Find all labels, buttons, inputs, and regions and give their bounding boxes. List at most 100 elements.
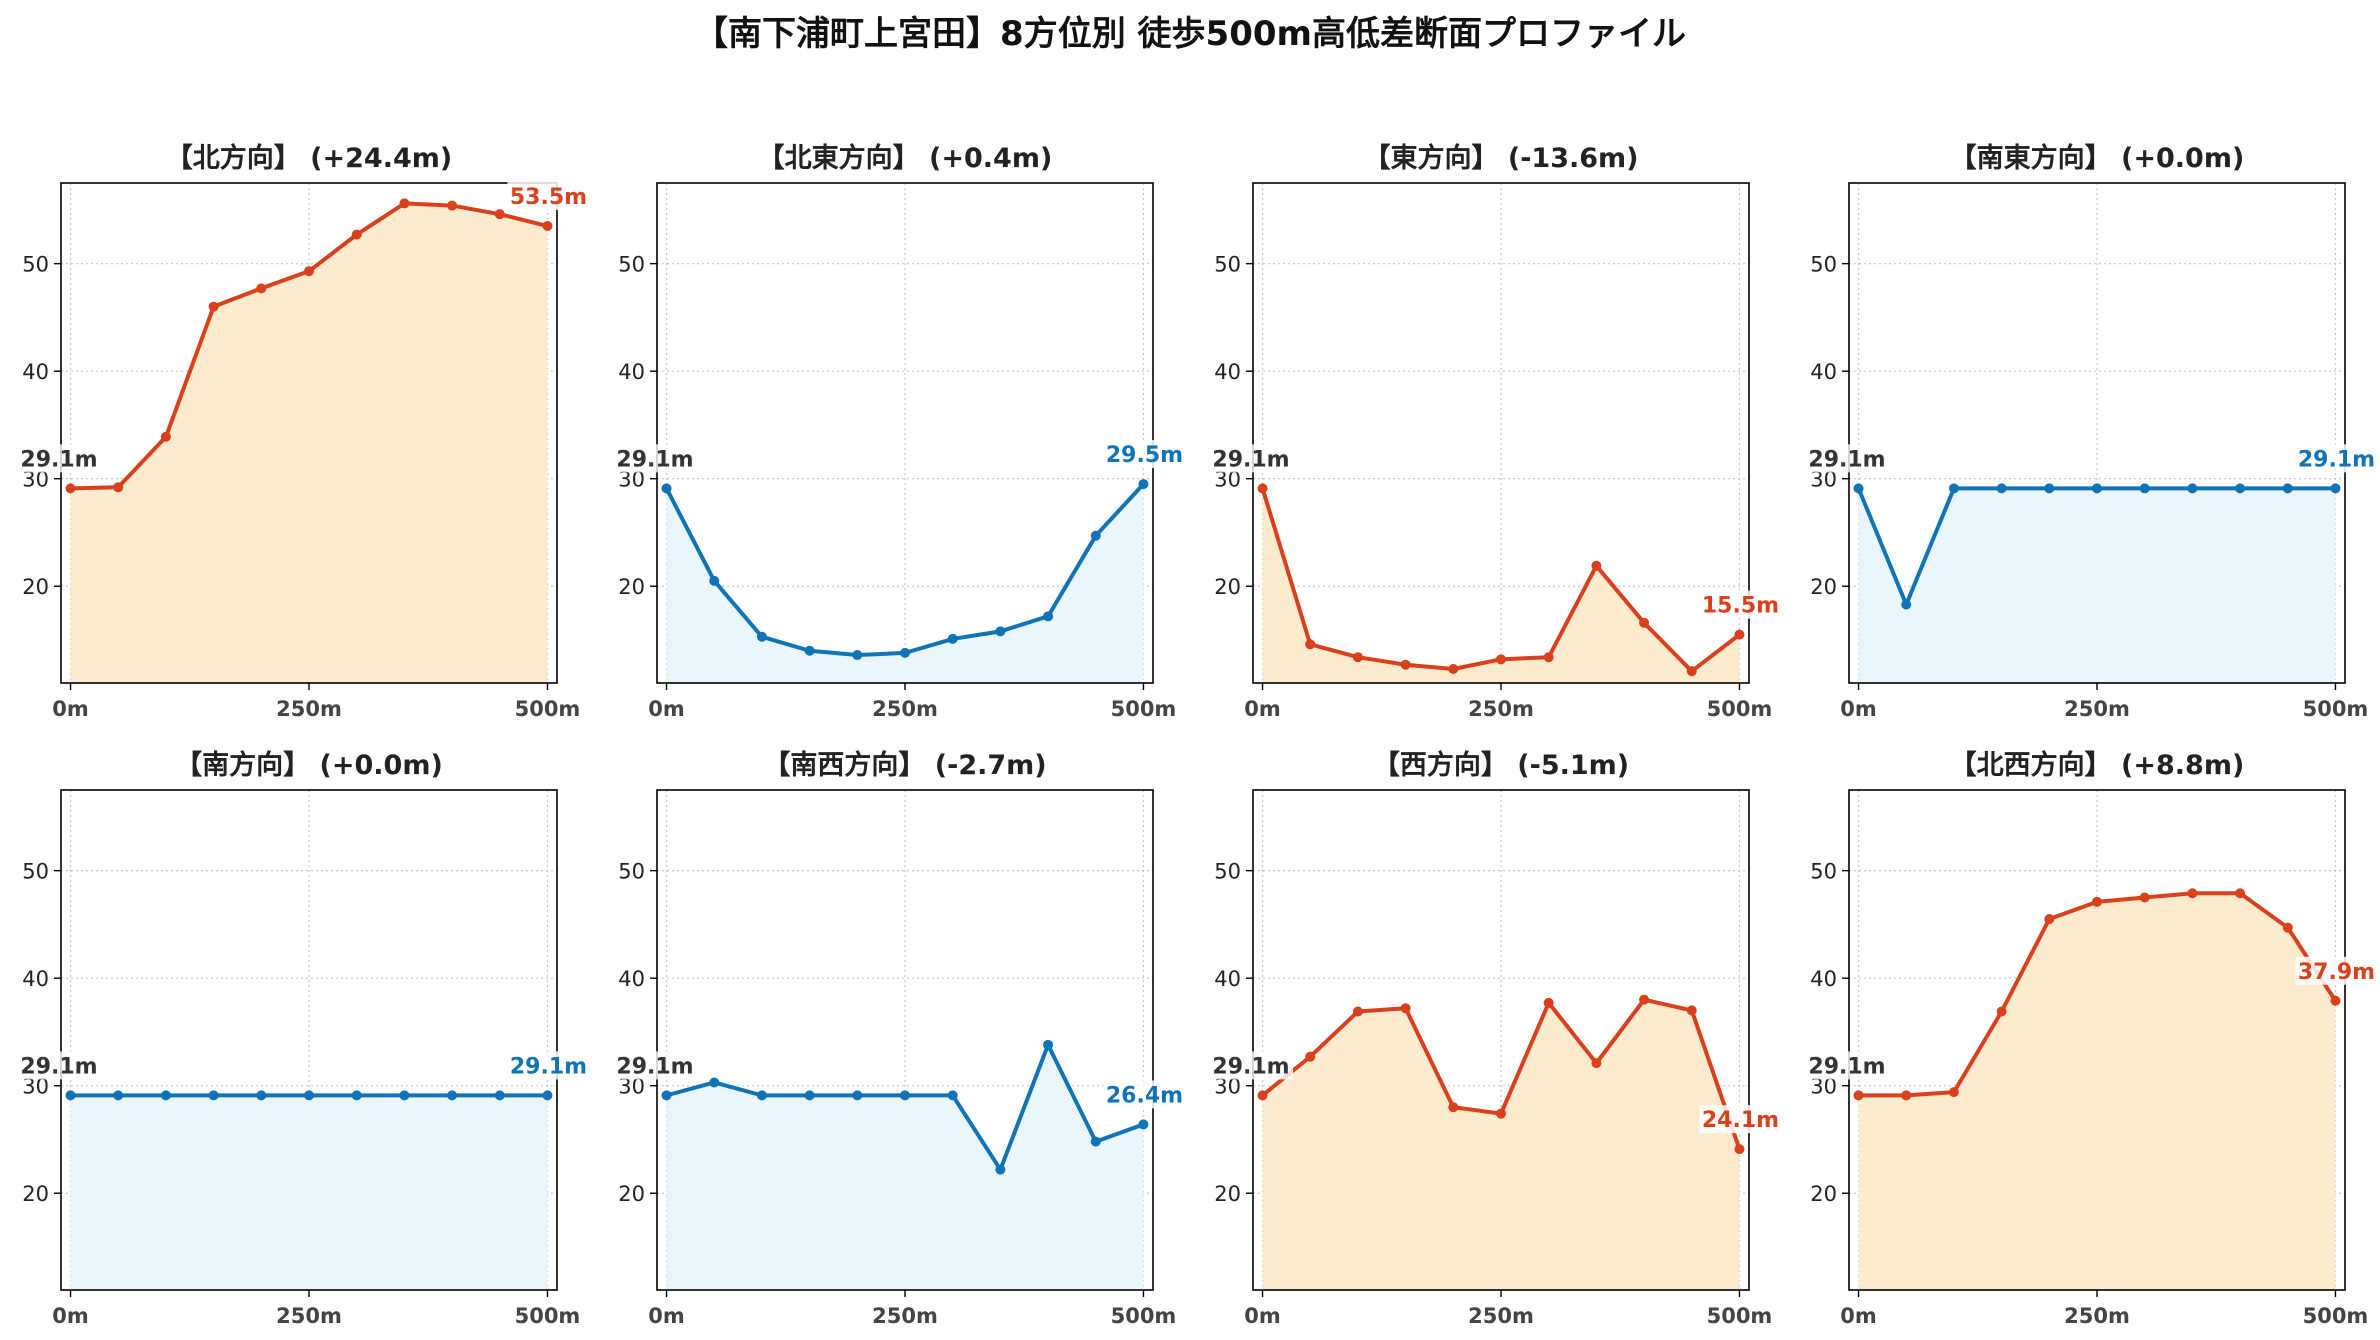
y-tick-label: 50 [1214,253,1241,277]
data-point [756,1090,767,1101]
subplot-title: 【西方向】 (-5.1m) [1373,749,1629,781]
end-label-bg [2295,444,2378,473]
data-point [1352,652,1363,663]
data-point [1138,1119,1149,1130]
subplot-title: 【南西方向】 (-2.7m) [763,749,1046,781]
area-fill [666,1044,1144,1290]
data-point [661,1090,672,1101]
data-point [113,482,124,493]
x-tick-label: 500m [1111,697,1177,721]
x-tick-label: 500m [1707,1304,1773,1328]
start-label: 29.1m [20,1054,97,1079]
end-label-bg [1699,1105,1782,1134]
data-point [304,266,314,277]
subplot-title: 【南東方向】 (+0.0m) [1950,142,2245,174]
start-label-bg [615,1051,697,1080]
y-tick-label: 40 [22,967,49,991]
data-point [1996,1006,2007,1017]
data-point [2187,888,2198,899]
x-tick-label: 0m [1244,1304,1281,1328]
data-point [2282,483,2293,494]
y-tick-label: 20 [1810,575,1837,599]
end-label-bg [507,1051,590,1080]
x-tick-label: 500m [1111,1304,1177,1328]
subplot-title: 【東方向】 (-13.6m) [1363,142,1638,174]
y-tick-label: 40 [1810,360,1837,384]
data-point [399,198,410,209]
x-tick-label: 0m [1244,697,1281,721]
data-point [2235,483,2246,494]
y-tick-label: 50 [618,860,645,884]
subplot-title: 【南方向】 (+0.0m) [175,749,443,781]
y-tick-label: 40 [1214,967,1241,991]
data-point [900,1090,910,1101]
data-point [1996,483,2007,494]
data-point [1448,1102,1459,1113]
x-tick-label: 250m [2064,1304,2130,1328]
data-point [351,1090,362,1101]
end-label: 24.1m [1702,1108,1779,1133]
data-point [852,1090,863,1101]
y-tick-label: 20 [618,575,645,599]
end-label-bg [1103,440,1186,469]
data-point [2044,483,2055,494]
end-label: 15.5m [1702,594,1779,619]
data-point [65,483,76,494]
data-point [1901,1090,1912,1101]
y-tick-label: 50 [22,253,49,277]
data-point [351,229,362,240]
data-point [1734,1144,1745,1155]
data-point [113,1090,124,1101]
y-tick-label: 50 [22,860,49,884]
data-point [756,631,767,642]
data-point [709,575,720,586]
x-tick-label: 0m [1840,1304,1877,1328]
data-point [2139,483,2150,494]
x-tick-label: 0m [648,697,685,721]
x-tick-label: 500m [2303,1304,2369,1328]
data-point [2044,914,2055,925]
data-point [494,1090,505,1101]
data-point [804,645,815,656]
data-point [852,650,863,661]
y-tick-label: 40 [618,360,645,384]
data-point [1901,599,1912,610]
start-label-bg [1807,1051,1889,1080]
data-point [1734,629,1745,640]
start-label-bg [1211,444,1293,473]
data-point [2139,892,2150,903]
x-tick-label: 250m [1468,697,1534,721]
area-fill [70,1095,548,1290]
data-point [995,1164,1006,1175]
x-tick-label: 500m [2303,697,2369,721]
start-label-bg [1807,444,1889,473]
data-point [1543,997,1554,1008]
y-tick-label: 20 [618,1182,645,1206]
data-point [2235,888,2246,899]
data-point [2330,995,2341,1006]
x-tick-label: 250m [1468,1304,1534,1328]
x-tick-label: 500m [515,697,581,721]
end-label: 29.5m [1106,443,1183,468]
data-point [1686,666,1697,677]
start-label: 29.1m [1808,447,1885,472]
data-point [447,1090,458,1101]
x-tick-label: 500m [1707,697,1773,721]
start-label: 29.1m [20,447,97,472]
y-tick-label: 20 [22,1182,49,1206]
data-point [1400,659,1411,670]
end-label-bg [1103,1080,1186,1109]
end-label: 26.4m [1106,1083,1183,1108]
x-tick-label: 250m [276,697,342,721]
data-point [1090,530,1101,541]
area-fill [70,203,548,683]
y-tick-label: 40 [1810,967,1837,991]
y-tick-label: 50 [1810,860,1837,884]
x-tick-label: 250m [872,697,938,721]
data-point [65,1090,76,1101]
